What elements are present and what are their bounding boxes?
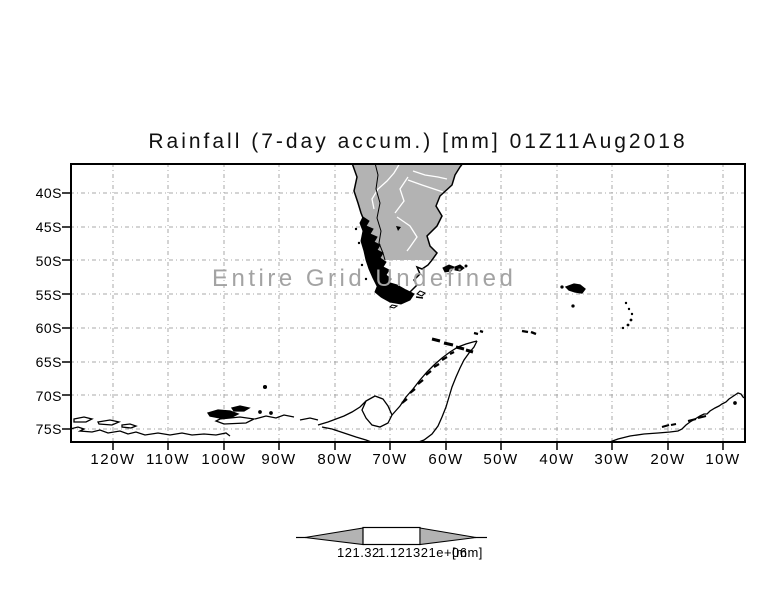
falkland-islands bbox=[442, 264, 468, 273]
south-georgia bbox=[564, 283, 586, 294]
south-shetland-islands bbox=[431, 337, 474, 354]
colorbar-unit-label: [mm] bbox=[452, 545, 483, 560]
elephant-island bbox=[473, 329, 484, 336]
lat-tick-label: 70S bbox=[35, 388, 62, 404]
thurston-islands bbox=[206, 405, 251, 419]
lat-tick-label: 55S bbox=[35, 287, 62, 303]
country-border bbox=[374, 163, 386, 261]
alexander-island bbox=[361, 395, 393, 428]
lon-tick-label: 60W bbox=[428, 451, 464, 468]
map-canvas bbox=[62, 163, 746, 450]
lon-tick-label: 10W bbox=[705, 451, 741, 468]
colorbar-left-arrow bbox=[304, 527, 364, 546]
grid-undefined-message: Entire Grid Undefined bbox=[212, 265, 517, 292]
colorbar bbox=[296, 526, 487, 546]
lon-tick-label: 100W bbox=[201, 451, 247, 468]
lat-tick-label: 50S bbox=[35, 253, 62, 269]
argentina-coastline bbox=[405, 163, 464, 297]
lon-tick-label: 90W bbox=[261, 451, 297, 468]
colorbar-right-arrow bbox=[419, 527, 477, 546]
plot-frame bbox=[70, 163, 746, 443]
south-america-landmass bbox=[351, 163, 468, 309]
fjord-coast bbox=[359, 216, 394, 299]
lat-tick-label: 40S bbox=[35, 185, 62, 201]
lat-tick-label: 65S bbox=[35, 354, 62, 370]
lat-tick-label: 45S bbox=[35, 219, 62, 235]
lake-mark bbox=[396, 226, 401, 231]
antarctica-coastline bbox=[70, 283, 746, 443]
lon-tick-label: 20W bbox=[650, 451, 686, 468]
lon-tick-label: 40W bbox=[539, 451, 575, 468]
internal-boundaries bbox=[371, 163, 448, 252]
south-orkney-islands bbox=[521, 329, 537, 336]
lon-tick-label: 110W bbox=[145, 451, 191, 468]
lon-tick-label: 70W bbox=[372, 451, 408, 468]
plot-title: Rainfall (7-day accum.) [mm] 01Z11Aug201… bbox=[148, 130, 688, 153]
lon-tick-label: 50W bbox=[483, 451, 519, 468]
colorbar-label-left: 121.32 bbox=[337, 545, 380, 560]
lon-tick-label: 120W bbox=[90, 451, 136, 468]
lat-tick-label: 75S bbox=[35, 421, 62, 437]
lon-tick-label: 80W bbox=[317, 451, 353, 468]
axis-ticks bbox=[62, 192, 724, 450]
colorbar-label-right: 1.121321e+06 bbox=[378, 545, 468, 560]
colorbar-mid-segment bbox=[362, 526, 421, 546]
antarctic-peninsula bbox=[391, 329, 484, 443]
tierra-del-fuego bbox=[374, 281, 415, 305]
lat-tick-label: 60S bbox=[35, 320, 62, 336]
south-sandwich-islands bbox=[621, 301, 634, 330]
peter-island bbox=[262, 384, 268, 390]
lon-tick-label: 30W bbox=[594, 451, 630, 468]
